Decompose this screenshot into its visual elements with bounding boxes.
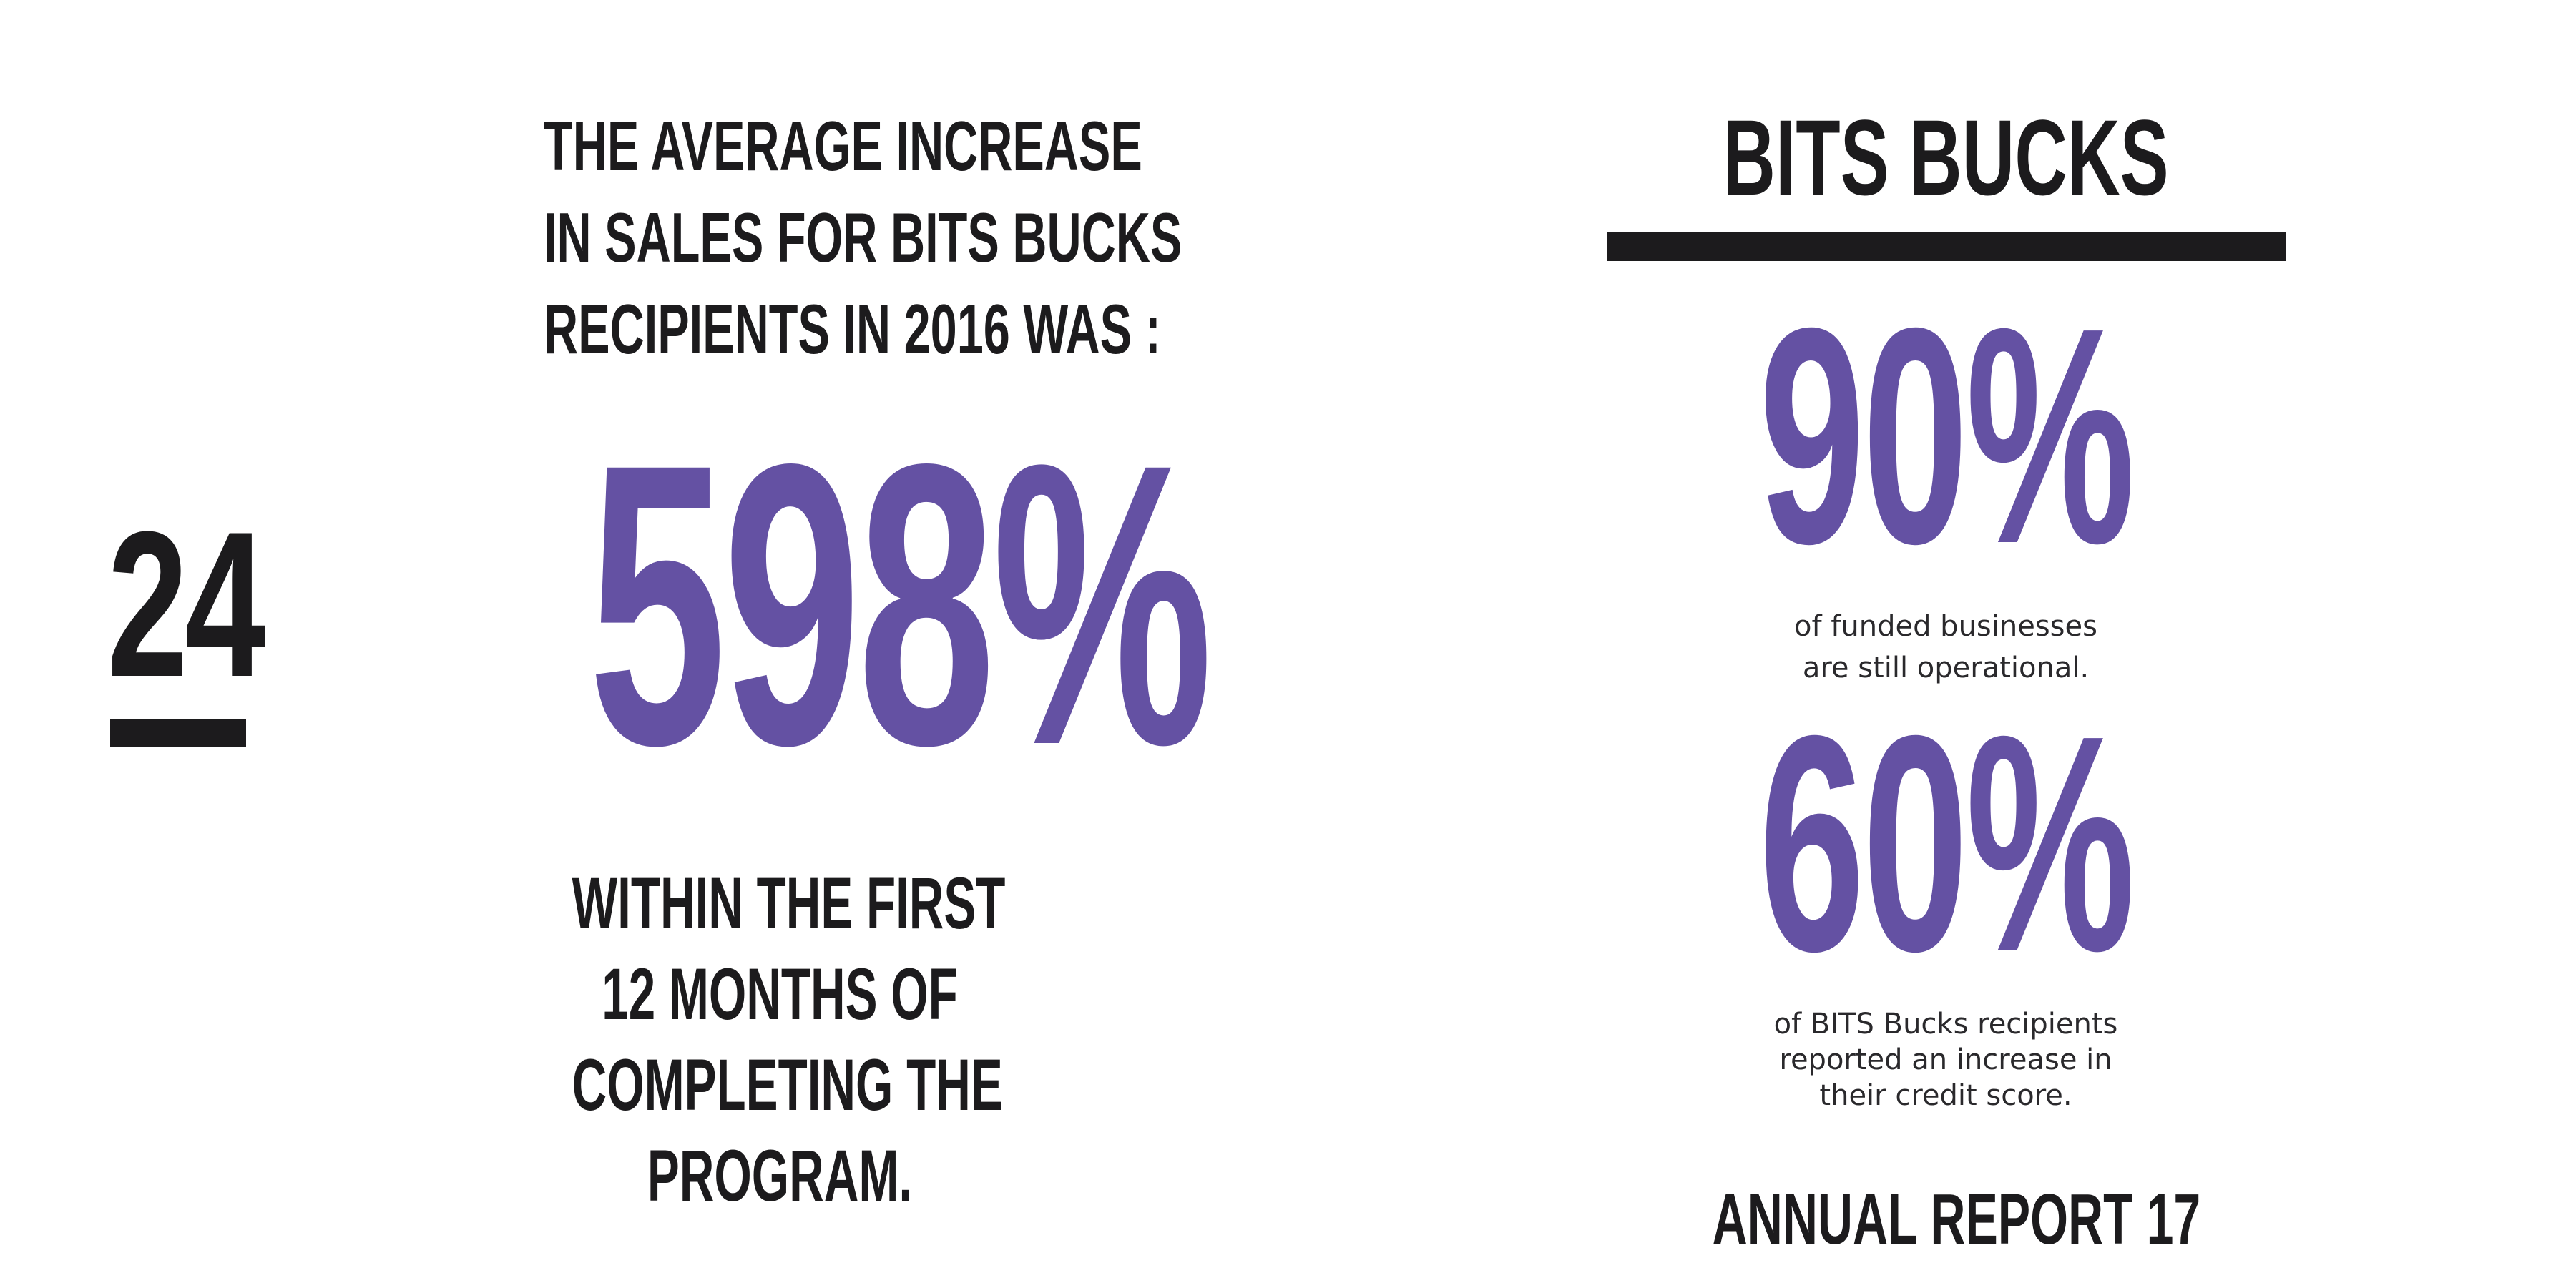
operational-stat-value: 90%	[1758, 265, 2135, 608]
stat-subheading-line: PROGRAM.	[647, 1135, 913, 1216]
stat-heading-line: THE AVERAGE INCREASE	[544, 107, 1142, 185]
section-title: BITS BUCKS	[1602, 100, 2289, 215]
report-footer: ANNUAL REPORT 17	[1602, 1176, 2289, 1262]
sales-increase-value: 598%	[588, 380, 1213, 828]
section-title-text: BITS BUCKS	[1723, 97, 2169, 217]
section-title-rule	[1607, 232, 2286, 261]
page-number: 24	[107, 488, 279, 720]
report-footer-text: ANNUAL REPORT 17	[1712, 1179, 2201, 1259]
credit-score-stat-value: 60%	[1758, 672, 2135, 1016]
caption-line: of funded businesses	[1794, 610, 2097, 643]
stat-heading-line: RECIPIENTS IN 2016 WAS :	[544, 290, 1161, 368]
stat-heading-line: IN SALES FOR BITS BUCKS	[544, 198, 1182, 277]
operational-stat-caption: of funded businesses are still operation…	[1602, 606, 2289, 689]
credit-score-stat-caption: of BITS Bucks recipients reported an inc…	[1602, 1006, 2289, 1114]
credit-score-stat: 60%	[1602, 672, 2289, 1016]
caption-line: are still operational.	[1802, 652, 2090, 684]
caption-line: reported an increase in	[1779, 1043, 2112, 1076]
stat-subheading-line: 12 MONTHS OF	[602, 953, 958, 1035]
stat-subheading-line: WITHIN THE FIRST	[572, 862, 1006, 944]
stat-heading: THE AVERAGE INCREASE IN SALES FOR BITS B…	[429, 100, 1182, 375]
stat-subheading-line: COMPLETING THE	[572, 1044, 1003, 1126]
caption-line: of BITS Bucks recipients	[1773, 1008, 2118, 1041]
page-number-text: 24	[107, 488, 266, 720]
operational-stat: 90%	[1602, 265, 2289, 608]
page-number-underline	[110, 719, 246, 747]
caption-line: their credit score.	[1819, 1079, 2072, 1112]
sales-increase-stat: 598%	[458, 380, 1213, 828]
stat-subheading: WITHIN THE FIRST 12 MONTHS OF COMPLETING…	[465, 858, 1094, 1221]
